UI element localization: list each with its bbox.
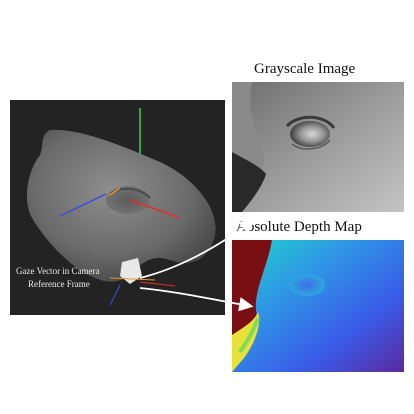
camera-axis-red-lower — [139, 281, 176, 287]
eye — [290, 121, 330, 147]
absolute-depth-map — [232, 240, 404, 372]
camera-axis-lower — [109, 284, 121, 306]
gaze-vector — [107, 187, 121, 197]
face-depth — [232, 240, 404, 372]
nose-shadow — [232, 152, 266, 212]
eye-socket — [106, 186, 150, 214]
grayscale-face — [232, 82, 404, 212]
x-axis-line — [59, 193, 107, 217]
grayscale-image-title: Grayscale Image — [254, 61, 356, 77]
depth-map-title: Absolute Depth Map — [236, 219, 362, 235]
z-axis-line — [129, 199, 181, 219]
depth-map-image — [232, 240, 404, 372]
nose-tip — [120, 258, 142, 284]
gaze-label-line2: Reference Frame — [28, 279, 90, 289]
gaze-label-line1: Gaze Vector in Camera — [16, 266, 100, 276]
eyelid — [285, 115, 336, 130]
eye-depth — [289, 274, 325, 296]
grayscale-image — [232, 82, 404, 212]
gaze-vector-lower — [109, 277, 156, 281]
lower-lid — [291, 139, 331, 150]
nose-contour — [238, 317, 260, 354]
